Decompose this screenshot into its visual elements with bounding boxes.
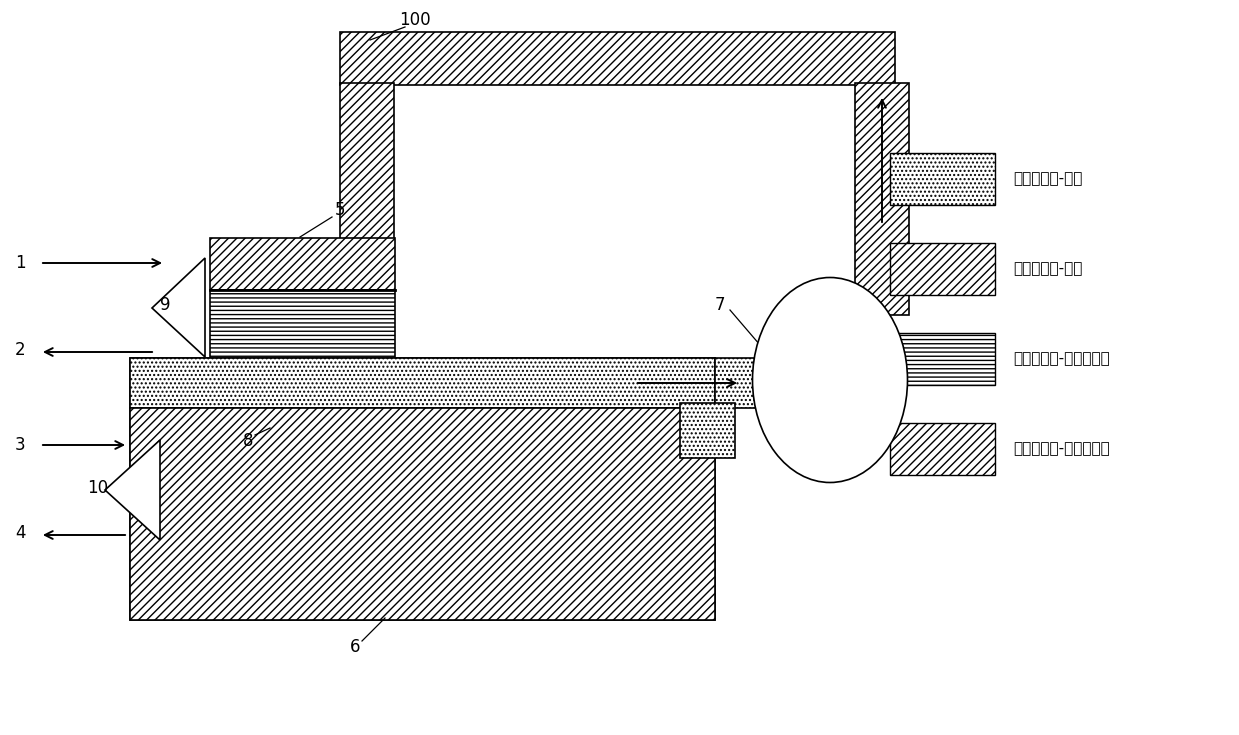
Text: 9: 9: [160, 296, 170, 314]
Bar: [261, 378, 313, 430]
Text: 蜀气制冷剂-低压: 蜀气制冷剂-低压: [1014, 171, 1083, 187]
Text: 6: 6: [349, 638, 361, 656]
Bar: [339, 32, 895, 85]
Polygon shape: [152, 258, 204, 357]
Bar: [680, 403, 735, 458]
Ellipse shape: [752, 278, 907, 482]
Text: 1: 1: [15, 254, 25, 272]
Bar: [130, 358, 715, 620]
Bar: [890, 243, 995, 295]
Bar: [715, 358, 857, 408]
Bar: [890, 423, 995, 475]
Bar: [130, 358, 715, 408]
Bar: [339, 83, 394, 240]
Text: 8: 8: [243, 432, 253, 450]
Text: 制冷剂液体-更高的压力: 制冷剂液体-更高的压力: [1014, 351, 1110, 367]
Text: 制冷剂茑气-更高的压力: 制冷剂茑气-更高的压力: [1014, 442, 1110, 456]
Text: 制冷剂液体-低压: 制冷剂液体-低压: [1014, 262, 1083, 276]
Bar: [130, 408, 715, 620]
Text: 5: 5: [335, 201, 346, 219]
Bar: [890, 333, 995, 385]
Text: 3: 3: [15, 436, 25, 454]
Bar: [209, 290, 395, 380]
Polygon shape: [105, 440, 160, 540]
Bar: [890, 153, 995, 205]
Bar: [209, 238, 395, 290]
Bar: [855, 83, 909, 315]
Text: 100: 100: [399, 11, 431, 29]
Text: 2: 2: [15, 341, 25, 359]
Text: 10: 10: [87, 479, 108, 497]
Text: 4: 4: [15, 524, 25, 542]
Text: 7: 7: [715, 296, 725, 314]
